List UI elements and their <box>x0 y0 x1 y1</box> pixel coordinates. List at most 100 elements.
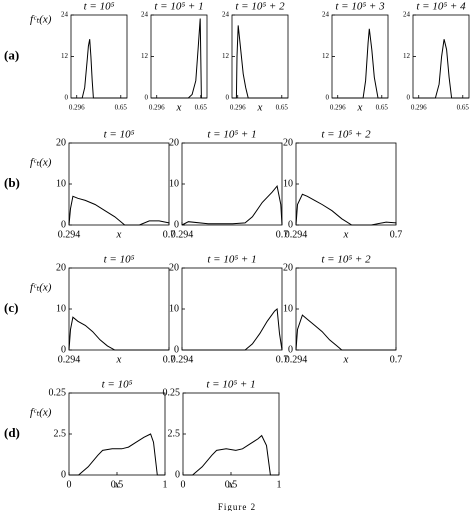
y-tick-label: 20 <box>56 262 66 273</box>
chart-title: t = 10⁵ + 1 <box>207 129 256 141</box>
x-tick-label: 0.294 <box>285 354 308 365</box>
y-tick-label: 20 <box>56 137 66 148</box>
chart-title: t = 10⁵ + 2 <box>235 1 285 13</box>
chart-title: t = 10⁵ + 1 <box>206 379 255 391</box>
x-tick-label: 0 <box>67 479 72 490</box>
y-axis-label: fᶜₜ(x) <box>30 157 52 169</box>
density-line <box>151 18 207 99</box>
density-line <box>183 434 279 476</box>
chart-title: t = 10⁵ + 1 <box>154 1 203 13</box>
x-tick-label: 1 <box>163 479 168 490</box>
y-tick-label: 10 <box>169 303 179 314</box>
x-tick-label: 0.296 <box>69 104 85 112</box>
x-tick-label: 0.294 <box>58 354 81 365</box>
y-tick-label: 0 <box>174 219 179 230</box>
density-line <box>68 195 170 226</box>
chart-title: t = 10⁵ <box>104 254 135 266</box>
plot-frame <box>295 267 397 351</box>
y-tick-label: 12 <box>322 52 330 60</box>
x-axis-label: x <box>176 102 182 114</box>
density-line <box>295 193 397 226</box>
y-tick-label: 12 <box>61 52 69 60</box>
x-tick-label: 0.65 <box>276 104 289 112</box>
plot-frame <box>231 14 289 99</box>
x-tick-label: 0.7 <box>163 354 176 365</box>
x-axis-label: x <box>357 102 363 114</box>
x-tick-label: 0.65 <box>376 104 389 112</box>
x-tick-label: 0.7 <box>390 229 403 240</box>
y-tick-label: 10 <box>56 178 66 189</box>
plot-frame <box>182 392 280 476</box>
y-tick-label: 0 <box>174 344 179 355</box>
x-tick-label: 0.65 <box>457 104 470 112</box>
row-label: (b) <box>4 175 20 190</box>
y-tick-label: 0 <box>288 344 293 355</box>
chart-title: t = 10⁵ + 4 <box>416 1 466 13</box>
chart-title: t = 10⁵ + 1 <box>207 254 256 266</box>
y-tick-label: 0 <box>65 94 69 102</box>
y-tick-label: 0 <box>175 469 180 480</box>
x-tick-label: 0.7 <box>163 229 176 240</box>
x-tick-label: 0.5 <box>225 479 238 490</box>
row-label: (d) <box>4 425 20 440</box>
y-tick-label: 24 <box>403 11 411 19</box>
plot-frame <box>70 14 128 99</box>
caption: Figure 2 <box>218 502 256 511</box>
chart-title: t = 10⁵ + 2 <box>321 129 371 141</box>
y-tick-label: 0 <box>61 469 66 480</box>
x-tick-label: 1 <box>277 479 282 490</box>
x-tick-label: 0.5 <box>111 479 124 490</box>
x-tick-label: 0.294 <box>171 354 194 365</box>
plot-frame <box>295 142 397 226</box>
y-tick-label: 10 <box>56 303 66 314</box>
y-tick-label: 0 <box>326 94 330 102</box>
x-tick-label: 0 <box>181 479 186 490</box>
x-tick-label: 0.296 <box>411 104 427 112</box>
x-tick-label: 0.7 <box>276 229 289 240</box>
x-tick-label: 0.65 <box>195 104 208 112</box>
chart-title: t = 10⁵ <box>102 379 133 391</box>
x-tick-label: 0.294 <box>58 229 81 240</box>
y-tick-label: 2.5 <box>54 428 67 439</box>
y-tick-label: 20 <box>283 137 293 148</box>
x-tick-label: 0.296 <box>230 104 246 112</box>
y-tick-label: 0 <box>61 344 66 355</box>
x-axis-label: x <box>343 354 349 366</box>
x-axis-label: x <box>116 354 122 366</box>
plot-frame <box>181 267 283 351</box>
density-line <box>232 25 288 99</box>
plot-frame <box>68 267 170 351</box>
row-label: (c) <box>4 300 18 315</box>
y-axis-label: fᶜₜ(x) <box>30 282 52 294</box>
y-tick-label: 24 <box>141 11 149 19</box>
x-axis-label: x <box>228 479 234 491</box>
x-axis-label: x <box>114 479 120 491</box>
y-tick-label: 2.5 <box>168 428 181 439</box>
x-tick-label: 0.7 <box>390 354 403 365</box>
x-axis-label: x <box>116 229 122 241</box>
row-label: (a) <box>4 47 19 62</box>
plot-frame <box>150 14 208 99</box>
chart-title: t = 10⁵ <box>84 1 115 13</box>
y-tick-label: 10 <box>283 178 293 189</box>
plot-frame <box>412 14 470 99</box>
density-line <box>413 39 469 99</box>
density-line <box>332 28 388 99</box>
y-tick-label: 20 <box>169 137 179 148</box>
y-tick-label: 0 <box>288 219 293 230</box>
y-tick-label: 20 <box>283 262 293 273</box>
density-line <box>182 308 283 351</box>
x-tick-label: 0.65 <box>115 104 128 112</box>
x-tick-label: 0.296 <box>330 104 346 112</box>
y-tick-label: 0 <box>226 94 230 102</box>
y-tick-label: 24 <box>61 11 69 19</box>
chart-title: t = 10⁵ + 3 <box>335 1 385 13</box>
y-tick-label: 12 <box>403 52 411 60</box>
y-axis-label: fᶜₜ(x) <box>30 407 52 419</box>
density-line <box>68 316 169 351</box>
y-tick-label: 0 <box>145 94 149 102</box>
x-tick-label: 0.294 <box>171 229 194 240</box>
y-tick-label: 0 <box>407 94 411 102</box>
chart-title: t = 10⁵ + 2 <box>321 254 371 266</box>
